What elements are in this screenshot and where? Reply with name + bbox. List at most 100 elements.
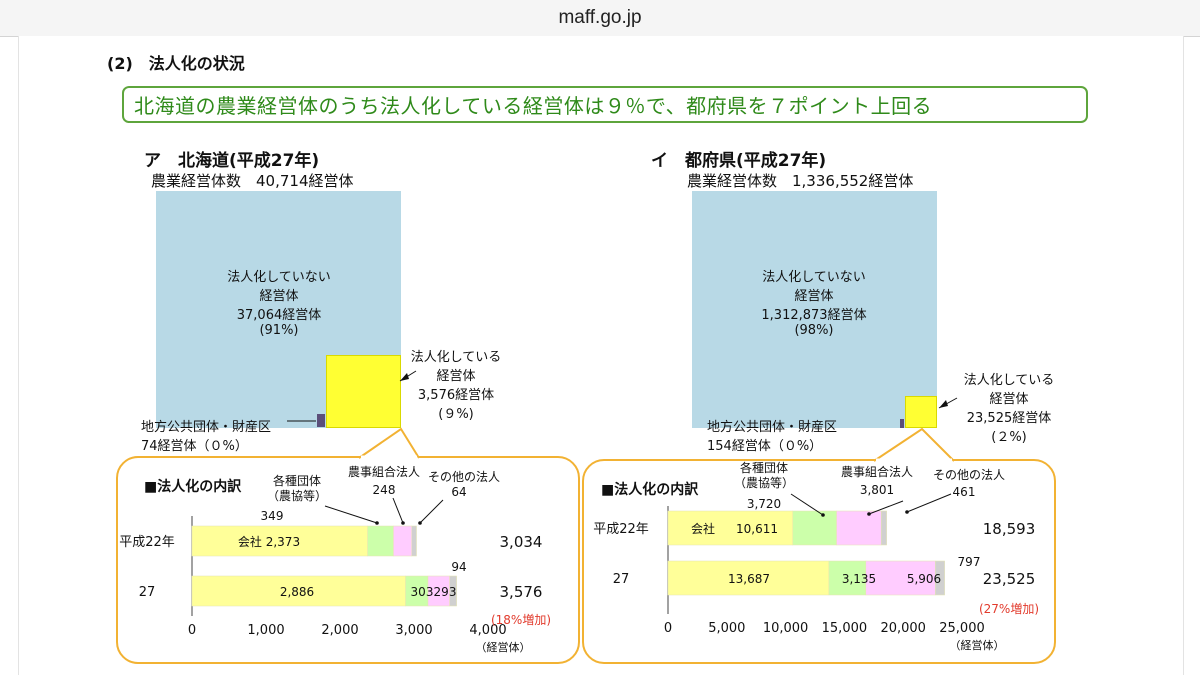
hokkaido-x-tick-label: 1,000 xyxy=(247,623,284,638)
pref-series-pointer-head xyxy=(821,513,825,517)
hokkaido-inc-arrowhead xyxy=(400,373,409,381)
hokkaido-incorporated-area xyxy=(326,355,401,428)
pref-data-label: 797 xyxy=(958,555,981,569)
hokkaido-bar-segment xyxy=(449,575,457,607)
headline-box: 北海道の農業経営体のうち法人化している経営体は９％で、都府県を７ポイント上回る xyxy=(122,86,1088,123)
pref-data-label: 13,687 xyxy=(728,572,770,586)
pref-total-label: 23,525 xyxy=(983,570,1036,588)
hokkaido-total-label: 3,034 xyxy=(500,533,543,551)
hokkaido-series-label: 各種団体（農協等） xyxy=(267,473,327,503)
hokkaido-series-pointer-head xyxy=(418,521,422,525)
hokkaido-public-label: 地方公共団体・財産区 74経営体（０%） xyxy=(141,420,272,454)
pref-bar-segment xyxy=(667,560,830,596)
pref-series-label: 各種団体（農協等） xyxy=(734,460,794,490)
hokkaido-x-tick-label: 3,000 xyxy=(395,623,432,638)
pref-public-label: 地方公共団体・財産区 154経営体（０%） xyxy=(707,420,838,454)
hokkaido-bar-segment xyxy=(411,525,417,557)
headline-text: 北海道の農業経営体のうち法人化している経営体は９％で、都府県を７ポイント上回る xyxy=(134,94,933,118)
pref-total-label: 18,593 xyxy=(983,520,1036,538)
pref-x-tick-label: 20,000 xyxy=(880,621,926,636)
pref-unit-label: （経営体） xyxy=(950,638,1005,652)
pref-x-tick-label: 0 xyxy=(664,621,672,636)
pref-category-label: 27 xyxy=(613,572,630,587)
pref-bar-segment xyxy=(667,510,794,546)
pref-notch-line xyxy=(873,427,955,462)
hokkaido-bar-segment xyxy=(191,525,368,557)
hokkaido-series-pointer xyxy=(419,499,444,524)
pref-change-label: (27%増加) xyxy=(979,602,1039,616)
pref-x-tick-label: 15,000 xyxy=(822,621,868,636)
pref-series-label: 農事組合法人 xyxy=(841,464,913,479)
hokkaido-public-area xyxy=(317,414,325,427)
pref-x-tick-label: 10,000 xyxy=(763,621,809,636)
pref-breakdown-title: ■法人化の内訳 xyxy=(601,482,699,498)
pref-breakdown-chart: 0 5,000 10,000 15,000 20,000 25,000 （経営体） 平成22年… xyxy=(593,460,1039,652)
hokkaido-data-label: 248 xyxy=(373,483,396,497)
hokkaido-series-pointer-head xyxy=(401,521,405,525)
pref-bar-segment xyxy=(792,510,837,546)
pref-data-label: 3,801 xyxy=(860,483,894,497)
hokkaido-breakdown-title: ■法人化の内訳 xyxy=(144,479,242,495)
pref-category-label: 平成22年 xyxy=(593,522,649,537)
pref-incorporated-area xyxy=(905,396,937,428)
pref-series-label: その他の法人 xyxy=(933,468,1005,482)
pref-not-inc-label: 法人化していない 経営体 1,312,873経営体 (98%) xyxy=(761,270,867,338)
hokkaido-data-label: 293 xyxy=(434,585,457,599)
hokkaido-x-tick-label: 4,000 xyxy=(469,623,506,638)
pref-not-incorporated-area xyxy=(692,191,937,428)
pref-series-pointer xyxy=(790,493,824,516)
section-title: (2) 法人化の状況 xyxy=(107,54,245,73)
hokkaido-change-label: (18%増加) xyxy=(491,613,551,627)
pref-x-tick-label: 5,000 xyxy=(708,621,745,636)
pref-x-tick-label: 25,000 xyxy=(939,621,985,636)
pref-bar-segment xyxy=(935,560,945,596)
document-page: (2) 法人化の状況 北海道の農業経営体のうち法人化している経営体は９％で、都府… xyxy=(18,36,1184,675)
hokkaido-data-label: 94 xyxy=(451,560,466,574)
pref-breakdown-frame xyxy=(582,459,1056,664)
hokkaido-data-label: 会社 2,373 xyxy=(238,534,300,549)
hokkaido-data-label: 64 xyxy=(451,485,466,499)
pref-series-pointer xyxy=(868,500,904,515)
hokkaido-total: 農業経営体数 40,714経営体 xyxy=(151,172,354,190)
pref-data-label: 10,611 xyxy=(736,522,778,536)
pref-data-label: 3,720 xyxy=(747,497,781,511)
hokkaido-category-label: 27 xyxy=(139,585,156,600)
pref-bar-segment xyxy=(880,510,887,546)
hokkaido-series-pointer xyxy=(392,497,404,524)
hokkaido-unit-label: （経営体） xyxy=(476,640,531,654)
pref-inc-arrowhead xyxy=(939,400,948,408)
pref-bar-segment xyxy=(836,510,882,546)
hokkaido-series-pointer xyxy=(324,505,378,524)
hokkaido-breakdown-chart: 0 1,000 2,000 3,000 4,000 （経営体） 平成22年 会社 2,373 3… xyxy=(119,464,551,654)
hokkaido-data-label: 349 xyxy=(261,509,284,523)
url-text: maff.go.jp xyxy=(558,7,642,28)
pref-inc-label: 法人化している 経営体 23,525経営体 (２%) xyxy=(963,373,1055,445)
pref-series-pointer-head xyxy=(867,512,871,516)
pref-data-label: 3,135 xyxy=(842,572,876,586)
hokkaido-series-label: 農事組合法人 xyxy=(348,464,420,479)
pref-public-area xyxy=(900,419,904,428)
hokkaido-data-label: 2,886 xyxy=(280,585,314,599)
hokkaido-notch-line xyxy=(358,427,420,459)
hokkaido-title: ア 北海道(平成27年) xyxy=(144,151,320,171)
browser-address-bar[interactable]: maff.go.jp xyxy=(0,0,1200,37)
pref-title: イ 都府県(平成27年) xyxy=(651,151,827,171)
pref-series-pointer xyxy=(906,493,952,513)
hokkaido-total-label: 3,576 xyxy=(500,583,543,601)
pref-total: 農業経営体数 1,336,552経営体 xyxy=(687,172,914,190)
hokkaido-frame-notch xyxy=(358,427,420,459)
hokkaido-breakdown-frame xyxy=(116,456,580,664)
hokkaido-series-pointer-head xyxy=(375,521,379,525)
pref-bar-segment xyxy=(828,560,867,596)
hokkaido-x-tick-label: 2,000 xyxy=(321,623,358,638)
hokkaido-category-label: 平成22年 xyxy=(119,535,175,550)
hokkaido-inc-label: 法人化している 経営体 3,576経営体 (９%) xyxy=(410,350,502,422)
hokkaido-not-inc-label: 法人化していない 経営体 37,064経営体 (91%) xyxy=(227,270,331,338)
hokkaido-series-label: その他の法人 xyxy=(428,470,500,484)
pref-company-inline-label: 会社 xyxy=(691,521,715,536)
pref-data-label: 461 xyxy=(953,485,976,499)
hokkaido-x-tick-label: 0 xyxy=(188,623,196,638)
hokkaido-bar-segment xyxy=(367,525,394,557)
pref-frame-notch xyxy=(873,427,955,462)
pref-data-label: 5,906 xyxy=(907,572,941,586)
